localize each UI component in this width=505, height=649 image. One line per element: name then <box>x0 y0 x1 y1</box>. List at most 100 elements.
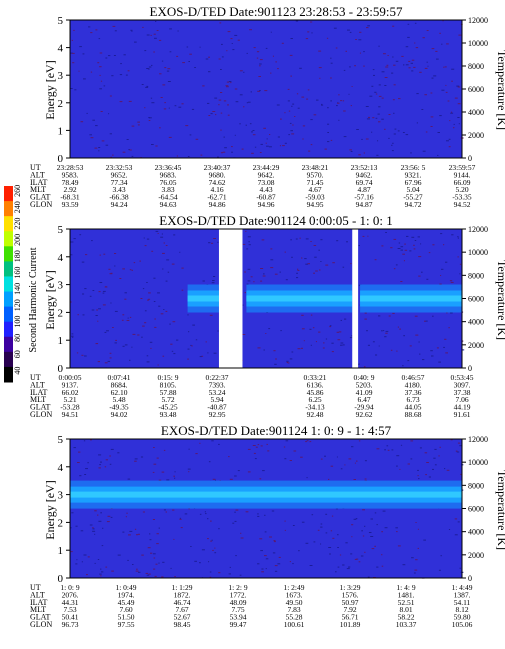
noise-speck <box>266 443 268 445</box>
noise-speck <box>431 77 434 79</box>
noise-speck <box>228 81 232 82</box>
noise-speck <box>410 62 413 64</box>
noise-speck <box>277 68 279 70</box>
table-cell: 0:22:37 <box>206 373 229 382</box>
noise-speck <box>360 555 364 557</box>
table-cell: 66.09 <box>454 178 471 187</box>
noise-speck <box>100 575 102 577</box>
noise-speck <box>345 542 348 544</box>
noise-speck <box>310 344 312 346</box>
noise-speck <box>146 238 150 240</box>
colorbar-swatch <box>4 366 13 383</box>
noise-speck <box>105 566 108 568</box>
noise-speck <box>167 68 171 70</box>
noise-speck <box>275 358 277 360</box>
noise-speck <box>353 518 357 520</box>
noise-speck <box>398 98 401 100</box>
noise-speck <box>451 80 453 82</box>
noise-speck <box>128 100 132 102</box>
noise-speck <box>289 561 291 563</box>
noise-speck <box>229 478 233 480</box>
noise-speck <box>138 571 141 573</box>
noise-speck <box>154 575 157 577</box>
noise-speck <box>354 558 358 560</box>
table-cell: 1576. <box>342 590 359 599</box>
noise-speck <box>218 443 220 445</box>
noise-speck <box>449 120 451 122</box>
table-cell: 4.87 <box>357 185 370 194</box>
noise-speck <box>302 125 306 127</box>
noise-speck <box>212 111 216 112</box>
noise-speck <box>329 325 332 327</box>
noise-speck <box>336 456 338 458</box>
noise-speck <box>70 52 73 54</box>
noise-speck <box>348 93 350 95</box>
noise-speck <box>99 282 103 283</box>
noise-speck <box>208 461 211 463</box>
noise-speck <box>231 146 233 148</box>
noise-speck <box>125 516 127 518</box>
noise-speck <box>392 142 394 144</box>
colorbar-tick-label: 260 <box>13 185 22 197</box>
noise-speck <box>218 104 220 106</box>
noise-speck <box>158 39 162 41</box>
noise-speck <box>408 67 411 69</box>
noise-speck <box>259 65 261 67</box>
noise-speck <box>205 341 207 343</box>
noise-speck <box>325 532 328 534</box>
table-cell: 67.96 <box>405 178 422 187</box>
noise-speck <box>86 574 88 576</box>
noise-speck <box>387 55 389 56</box>
table-cell: -57.16 <box>354 193 374 202</box>
noise-speck <box>140 298 143 299</box>
noise-speck <box>338 331 342 333</box>
noise-speck <box>457 103 461 105</box>
noise-speck <box>256 51 260 53</box>
noise-speck <box>340 100 342 102</box>
noise-speck <box>367 344 370 346</box>
noise-speck <box>159 127 161 129</box>
noise-speck <box>207 102 210 104</box>
colorbar-tick-label: 200 <box>13 234 22 246</box>
noise-speck <box>378 121 381 123</box>
noise-speck <box>319 269 321 271</box>
noise-speck <box>172 321 176 323</box>
table-cell: 7.92 <box>343 605 356 614</box>
noise-speck <box>226 50 228 52</box>
noise-speck <box>277 563 281 565</box>
noise-speck <box>385 330 389 332</box>
noise-speck <box>107 515 111 517</box>
noise-speck <box>430 92 433 94</box>
noise-speck <box>205 513 207 515</box>
noise-speck <box>418 341 420 343</box>
noise-speck <box>457 86 461 88</box>
noise-speck <box>153 557 156 559</box>
noise-speck <box>73 238 76 240</box>
noise-speck <box>445 91 448 93</box>
noise-speck <box>164 102 166 104</box>
noise-speck <box>94 562 96 564</box>
table-cell: 8.01 <box>399 605 412 614</box>
table-cell: 46.74 <box>174 598 191 607</box>
table-cell: 92.48 <box>307 410 324 419</box>
noise-speck <box>71 39 73 41</box>
noise-speck <box>350 553 353 555</box>
noise-speck <box>259 59 263 61</box>
panel-1: EXOS-D/TED Date:901123 23:28:53 - 23:59:… <box>30 4 505 209</box>
noise-speck <box>223 100 227 102</box>
noise-speck <box>166 479 170 481</box>
noise-speck <box>145 86 149 88</box>
band-core <box>187 295 219 302</box>
noise-speck <box>440 233 443 235</box>
noise-speck <box>144 107 146 109</box>
noise-speck <box>364 525 366 527</box>
noise-speck <box>269 134 271 135</box>
noise-speck <box>392 312 395 314</box>
noise-speck <box>218 99 222 101</box>
band-core <box>246 295 353 302</box>
noise-speck <box>214 479 216 481</box>
noise-speck <box>446 140 449 142</box>
noise-speck <box>295 238 298 240</box>
noise-speck <box>320 458 323 460</box>
table-cell: 99.47 <box>230 620 247 629</box>
